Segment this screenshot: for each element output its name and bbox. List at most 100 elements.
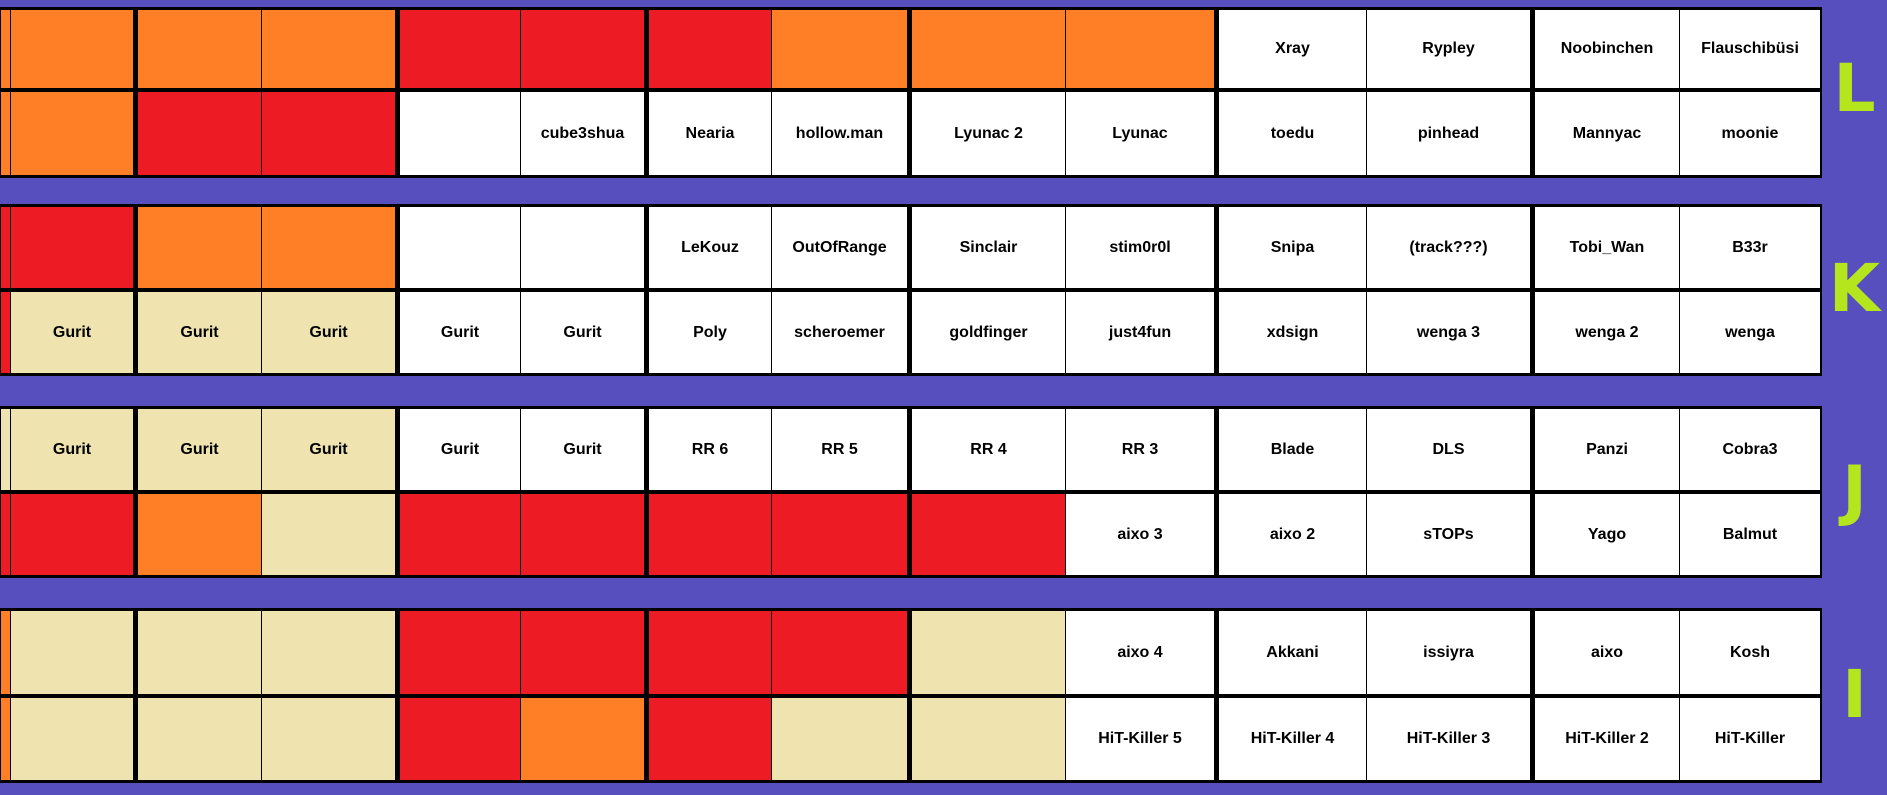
color-cell: [262, 494, 395, 575]
color-cell: [11, 698, 133, 780]
color-cell: [1, 92, 10, 175]
color-cell: [400, 611, 520, 694]
color-cell: [11, 10, 133, 88]
color-cell: [649, 494, 771, 575]
seat-cell: (track???): [1367, 207, 1530, 288]
color-cell: [138, 207, 261, 288]
seat-cell: wenga 2: [1535, 292, 1679, 373]
seat-cell: goldfinger: [912, 292, 1065, 373]
color-cell: [1066, 10, 1214, 88]
seat-cell: Gurit: [11, 409, 133, 490]
seat-cell: Kosh: [1680, 611, 1820, 694]
seat-cell: Panzi: [1535, 409, 1679, 490]
seat-cell: B33r: [1680, 207, 1820, 288]
seat-cell: Akkani: [1219, 611, 1366, 694]
seat-cell: Tobi_Wan: [1535, 207, 1679, 288]
color-cell: [649, 10, 771, 88]
color-cell: [1, 494, 10, 575]
seat-cell: Nearia: [649, 92, 771, 175]
color-cell: [11, 611, 133, 694]
seat-cell: Lyunac: [1066, 92, 1214, 175]
seat-cell: Gurit: [521, 292, 644, 373]
seat-cell: issiyra: [1367, 611, 1530, 694]
seat-cell: xdsign: [1219, 292, 1366, 373]
color-cell: [11, 494, 133, 575]
color-cell: [400, 698, 520, 780]
color-cell: [262, 611, 395, 694]
seat-cell: Sinclair: [912, 207, 1065, 288]
seat-cell: aixo 2: [1219, 494, 1366, 575]
row-letter: L: [1833, 50, 1876, 127]
seat-cell: RR 4: [912, 409, 1065, 490]
color-cell: [400, 494, 520, 575]
color-cell: [262, 207, 395, 288]
seat-cell: just4fun: [1066, 292, 1214, 373]
color-cell: [912, 611, 1065, 694]
seat-cell: Gurit: [262, 409, 395, 490]
color-cell: [1, 207, 10, 288]
seat-cell: RR 5: [772, 409, 907, 490]
color-cell: [521, 10, 644, 88]
seat-cell: Gurit: [521, 409, 644, 490]
seat-cell: RR 6: [649, 409, 771, 490]
seat-cell: DLS: [1367, 409, 1530, 490]
color-cell: [521, 207, 644, 288]
color-cell: [772, 494, 907, 575]
seat-cell: wenga 3: [1367, 292, 1530, 373]
seat-cell: Gurit: [11, 292, 133, 373]
color-cell: [138, 611, 261, 694]
seat-cell: OutOfRange: [772, 207, 907, 288]
color-cell: [1, 292, 10, 373]
color-cell: [772, 10, 907, 88]
seat-cell: HiT-Killer: [1680, 698, 1820, 780]
color-cell: [912, 698, 1065, 780]
color-cell: [262, 92, 395, 175]
seat-cell: scheroemer: [772, 292, 907, 373]
seat-cell: aixo 3: [1066, 494, 1214, 575]
seat-cell: Flauschibüsi: [1680, 10, 1820, 88]
seat-cell: Mannyac: [1535, 92, 1679, 175]
seat-cell: Balmut: [1680, 494, 1820, 575]
color-cell: [1, 10, 10, 88]
seat-cell: cube3shua: [521, 92, 644, 175]
color-cell: [400, 207, 520, 288]
seat-cell: Gurit: [138, 409, 261, 490]
color-cell: [11, 92, 133, 175]
row-letter: J: [1842, 452, 1867, 529]
seat-cell: Gurit: [262, 292, 395, 373]
seat-cell: Snipa: [1219, 207, 1366, 288]
seat-cell: aixo 4: [1066, 611, 1214, 694]
color-cell: [400, 10, 520, 88]
seat-cell: Gurit: [400, 409, 520, 490]
color-cell: [138, 10, 261, 88]
seat-cell: Gurit: [400, 292, 520, 373]
color-cell: [649, 611, 771, 694]
color-cell: [1, 698, 10, 780]
seat-cell: hollow.man: [772, 92, 907, 175]
seat-cell: Noobinchen: [1535, 10, 1679, 88]
seat-cell: Rypley: [1367, 10, 1530, 88]
color-cell: [1, 409, 10, 490]
seat-cell: Blade: [1219, 409, 1366, 490]
color-cell: [521, 698, 644, 780]
color-cell: [262, 10, 395, 88]
seat-cell: HiT-Killer 2: [1535, 698, 1679, 780]
color-cell: [400, 92, 520, 175]
seat-cell: aixo: [1535, 611, 1679, 694]
color-cell: [138, 92, 261, 175]
color-cell: [772, 611, 907, 694]
color-cell: [772, 698, 907, 780]
row-letter: K: [1828, 250, 1881, 327]
color-cell: [11, 207, 133, 288]
seat-cell: toedu: [1219, 92, 1366, 175]
seat-cell: stim0r0l: [1066, 207, 1214, 288]
seat-cell: HiT-Killer 5: [1066, 698, 1214, 780]
seat-cell: HiT-Killer 3: [1367, 698, 1530, 780]
seat-cell: Gurit: [138, 292, 261, 373]
seat-cell: LeKouz: [649, 207, 771, 288]
seat-cell: HiT-Killer 4: [1219, 698, 1366, 780]
seat-cell: wenga: [1680, 292, 1820, 373]
seat-cell: pinhead: [1367, 92, 1530, 175]
seat-cell: Poly: [649, 292, 771, 373]
seat-cell: sTOPs: [1367, 494, 1530, 575]
